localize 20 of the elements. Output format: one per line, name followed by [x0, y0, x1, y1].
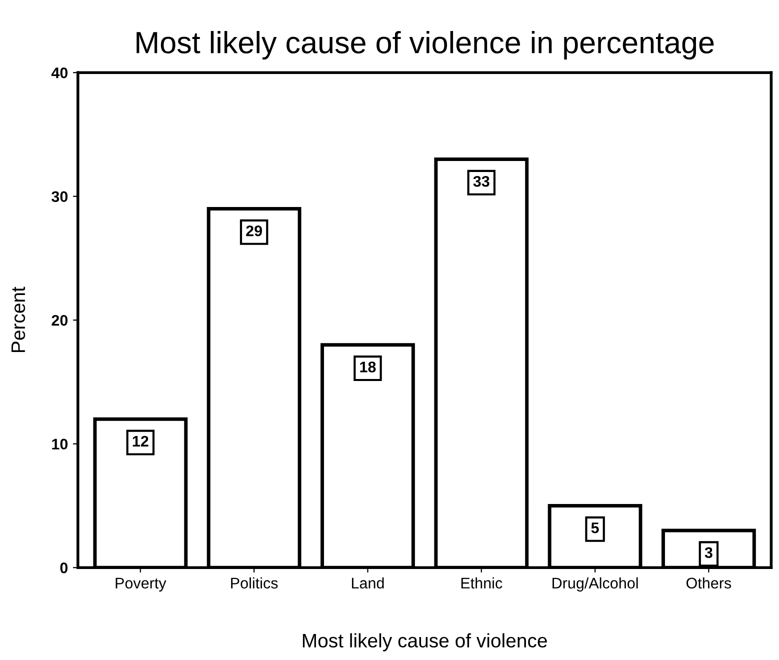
y-tick-label: 20	[52, 314, 68, 326]
data-label: 5	[591, 522, 599, 534]
y-tick-label: 40	[51, 67, 68, 78]
x-tick-label: Drug/Alcohol	[552, 577, 638, 592]
data-label: 29	[246, 225, 262, 236]
x-tick-label: Ethnic	[461, 577, 502, 589]
x-tick-label: Land	[352, 577, 384, 589]
x-tick-label: Others	[686, 577, 732, 589]
data-label: 33	[473, 176, 490, 187]
data-label: 3	[704, 547, 712, 558]
chart-title: Most likely cause of violence in percentage	[136, 31, 714, 60]
x-tick-label: Politics	[231, 577, 278, 589]
y-axis-title: Percent	[12, 286, 26, 352]
data-label: 18	[360, 362, 376, 372]
data-label: 12	[132, 436, 148, 446]
y-tick-label: 30	[52, 191, 68, 202]
y-tick-label: 0	[60, 562, 68, 574]
x-axis-title: Most likely cause of violence	[302, 633, 547, 652]
x-tick-label: Poverty	[116, 578, 166, 592]
y-tick-label: 10	[52, 438, 68, 450]
